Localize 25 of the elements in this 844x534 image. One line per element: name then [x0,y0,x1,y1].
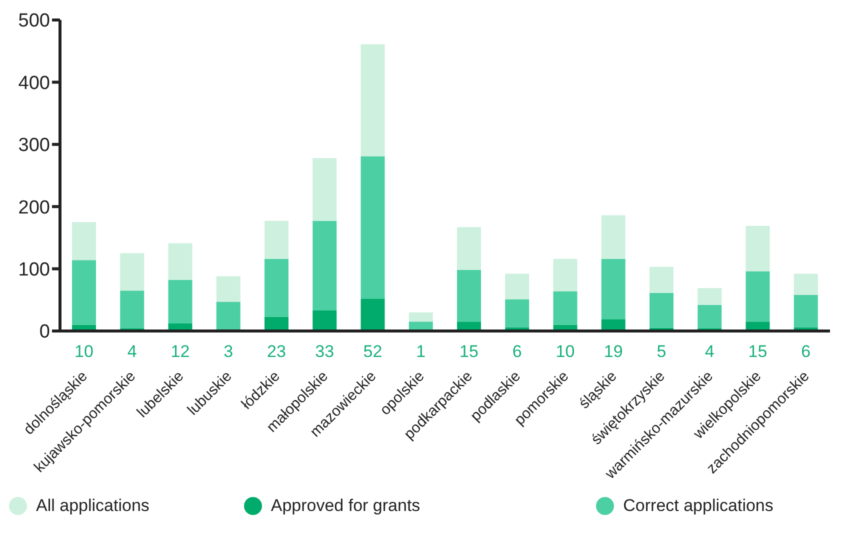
y-tick-label: 100 [18,260,50,281]
data-label: 15 [748,342,768,361]
data-label: 15 [460,342,478,361]
data-label: 5 [656,342,666,361]
y-tick-label: 0 [39,322,50,343]
data-label: 52 [363,342,382,361]
y-tick-label: 400 [18,72,50,94]
data-label: 19 [604,342,623,361]
data-label: 1 [416,342,426,361]
data-label: 6 [801,342,811,361]
y-tick-label: 300 [18,135,50,156]
data-label: 4 [704,342,714,361]
data-label: 4 [127,342,137,361]
data-label: 3 [224,342,234,361]
legend-label: Approved for grants [270,496,420,516]
data-label: 10 [556,342,575,361]
y-tick-label: 500 [18,10,50,32]
legend-label: Correct applications [623,496,774,516]
y-tick-label: 200 [18,197,50,218]
data-label: 6 [512,342,522,361]
data-label: 10 [74,342,94,361]
legend-label: All applications [36,496,150,516]
data-label: 12 [170,342,190,361]
data-label: 33 [315,342,334,361]
data-label: 23 [267,342,286,361]
